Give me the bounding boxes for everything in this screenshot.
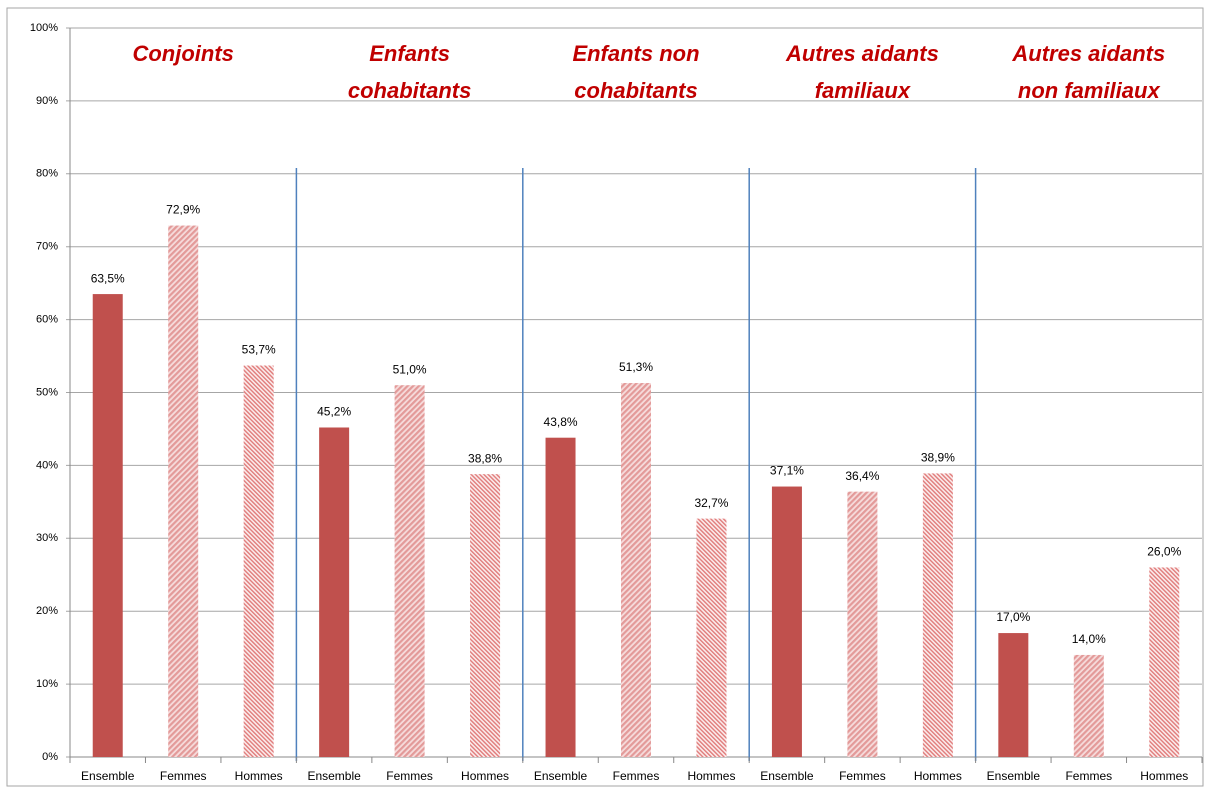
value-label: 72,9% [166, 203, 200, 217]
group-title: Autres aidants [1011, 41, 1165, 66]
bar [1149, 567, 1180, 757]
x-tick-label: Ensemble [987, 769, 1041, 783]
bar [319, 427, 350, 757]
group-title: familiaux [815, 78, 911, 103]
group-title: Enfants non [572, 41, 699, 66]
x-tick-label: Ensemble [81, 769, 135, 783]
value-label: 17,0% [996, 610, 1030, 624]
x-tick-label: Hommes [687, 769, 735, 783]
x-tick-label: Ensemble [760, 769, 814, 783]
y-tick-label: 60% [36, 314, 58, 326]
value-label: 14,0% [1072, 632, 1106, 646]
bar [847, 491, 878, 757]
y-tick-label: 0% [42, 751, 58, 763]
group-title: Autres aidants [785, 41, 939, 66]
bar [470, 474, 501, 757]
bar [394, 385, 425, 757]
bar [168, 225, 199, 757]
value-label: 63,5% [91, 271, 125, 285]
value-label: 43,8% [544, 415, 578, 429]
y-tick-label: 30% [36, 532, 58, 544]
value-label: 45,2% [317, 405, 351, 419]
group-title: Conjoints [132, 41, 233, 66]
y-tick-label: 10% [36, 678, 58, 690]
group-title: non familiaux [1018, 78, 1161, 103]
value-label: 38,8% [468, 451, 502, 465]
value-label: 26,0% [1147, 545, 1181, 559]
value-label: 51,0% [393, 362, 427, 376]
bar [771, 486, 802, 757]
bar [92, 294, 123, 757]
x-tick-label: Femmes [160, 769, 207, 783]
group-title: Enfants [369, 41, 450, 66]
y-tick-label: 50% [36, 386, 58, 398]
value-label: 32,7% [694, 496, 728, 510]
x-tick-label: Hommes [461, 769, 509, 783]
x-tick-label: Hommes [914, 769, 962, 783]
value-label: 53,7% [242, 343, 276, 357]
x-tick-label: Hommes [1140, 769, 1188, 783]
y-tick-label: 20% [36, 605, 58, 617]
x-tick-label: Hommes [235, 769, 283, 783]
bar [545, 437, 576, 757]
x-tick-label: Ensemble [307, 769, 361, 783]
bar [696, 518, 727, 757]
value-label: 36,4% [845, 469, 879, 483]
y-tick-label: 90% [36, 95, 58, 107]
bar [998, 633, 1029, 757]
bar [1073, 654, 1104, 757]
frame [6, 7, 1204, 787]
x-tick-label: Femmes [386, 769, 433, 783]
x-tick-label: Ensemble [534, 769, 588, 783]
value-label: 38,9% [921, 451, 955, 465]
value-label: 51,3% [619, 360, 653, 374]
bar [243, 365, 274, 757]
y-tick-label: 80% [36, 168, 58, 180]
x-tick-label: Femmes [613, 769, 660, 783]
group-title: cohabitants [348, 78, 471, 103]
x-tick-label: Femmes [839, 769, 886, 783]
group-title: cohabitants [574, 78, 697, 103]
y-tick-label: 100% [30, 22, 58, 34]
y-tick-label: 70% [36, 241, 58, 253]
bar [922, 473, 953, 757]
value-label: 37,1% [770, 464, 804, 478]
x-tick-label: Femmes [1065, 769, 1112, 783]
bar [621, 383, 651, 757]
y-tick-label: 40% [36, 459, 58, 471]
